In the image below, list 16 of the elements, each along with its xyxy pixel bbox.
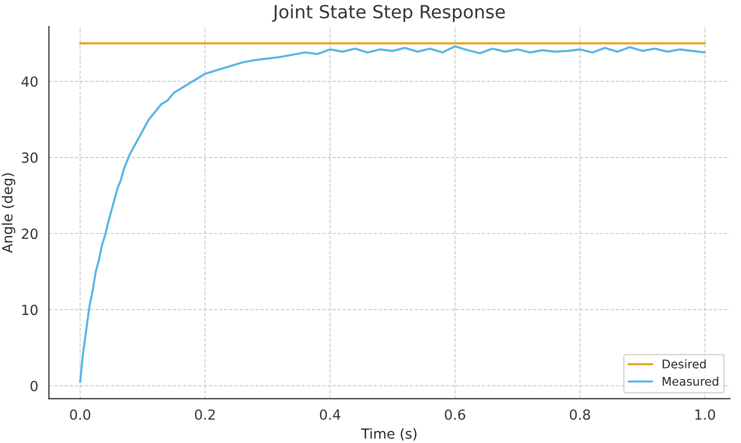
y-tick-label: 20	[22, 228, 38, 240]
y-tick-label: 40	[21, 76, 38, 87]
x-tick-label: 0.0	[70, 409, 90, 420]
x-tick-label: 0.4	[320, 409, 340, 420]
y-tick-label: 10	[22, 304, 38, 316]
legend-label: Desired	[662, 359, 706, 368]
x-tick-label: 0.6	[444, 409, 466, 420]
y-axis-title: Angle (deg)	[2, 173, 16, 254]
y-tick-label: 0	[30, 380, 38, 392]
legend-label: Measured	[662, 376, 718, 386]
chart-title: Joint State Step Response	[272, 4, 505, 22]
x-tick-label: 1.0	[695, 409, 716, 420]
y-tick-label: 30	[22, 152, 38, 163]
x-axis-title: Time (s)	[361, 428, 416, 440]
x-tick-label: 0.2	[194, 409, 215, 420]
x-tick-label: 0.8	[570, 409, 590, 420]
